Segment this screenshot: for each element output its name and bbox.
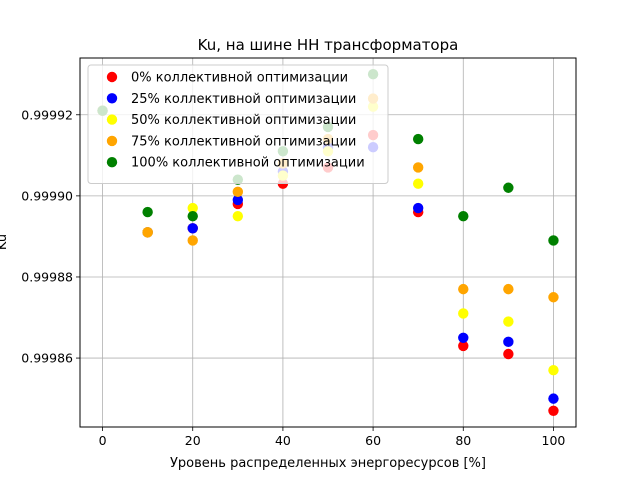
chart-title: Ku, на шине НН трансформатора <box>198 36 459 54</box>
data-point <box>187 202 198 214</box>
data-point <box>142 206 153 218</box>
legend-marker <box>106 157 118 168</box>
x-axis-label: Уровень распределенных энергоресурсов [%… <box>170 456 486 471</box>
data-point <box>187 210 198 222</box>
data-point <box>232 194 244 206</box>
data-point <box>503 283 514 295</box>
y-tick-label: 0.99988 <box>21 269 73 284</box>
data-point <box>412 202 424 214</box>
data-point <box>548 292 559 303</box>
data-point <box>458 340 469 352</box>
data-point <box>187 235 198 246</box>
legend-label: 100% коллективной оптимизации <box>131 156 365 171</box>
data-point <box>548 393 559 404</box>
legend-label: 50% коллективной оптимизации <box>131 113 356 128</box>
data-point <box>503 348 514 360</box>
data-point <box>503 336 514 348</box>
x-tick-label: 100 <box>542 433 566 448</box>
legend-box <box>87 64 389 184</box>
y-tick-label: 0.99992 <box>21 107 73 122</box>
legend-label: 25% коллективной оптимизации <box>131 92 356 107</box>
data-point <box>503 316 514 327</box>
legend-marker <box>106 114 118 125</box>
data-point <box>187 223 198 234</box>
data-point <box>412 162 424 173</box>
data-point <box>548 405 559 416</box>
legend-marker <box>106 93 118 104</box>
data-point <box>142 227 153 238</box>
data-point <box>232 186 244 198</box>
legend-label: 0% коллективной оптимизации <box>131 71 348 86</box>
data-point <box>458 283 469 295</box>
y-tick-label: 0.99990 <box>21 188 73 203</box>
data-point <box>458 308 469 319</box>
legend: 0% коллективной оптимизации 25% коллектив… <box>87 64 389 184</box>
data-point <box>548 365 559 376</box>
legend-marker <box>106 71 118 83</box>
y-axis-label: Ku <box>0 234 10 250</box>
data-point <box>458 210 469 222</box>
x-tick-label: 40 <box>275 433 291 448</box>
x-tick-label: 0 <box>99 433 107 448</box>
axis-ticks: 0 20 40 60 80 100 0.99986 0.99988 0.99990 0.99992 <box>21 107 565 448</box>
data-point <box>412 178 424 189</box>
data-point <box>458 332 469 343</box>
legend-marker <box>106 135 118 147</box>
x-tick-label: 20 <box>185 433 201 448</box>
data-point <box>412 133 424 145</box>
data-point <box>548 235 559 246</box>
data-point <box>503 182 514 193</box>
x-tick-label: 80 <box>455 433 471 448</box>
y-tick-label: 0.99986 <box>21 351 73 366</box>
legend-label: 75% коллективной оптимизации <box>131 134 356 149</box>
data-point <box>232 210 244 222</box>
x-tick-label: 60 <box>365 433 381 448</box>
plot-frame <box>79 57 577 428</box>
